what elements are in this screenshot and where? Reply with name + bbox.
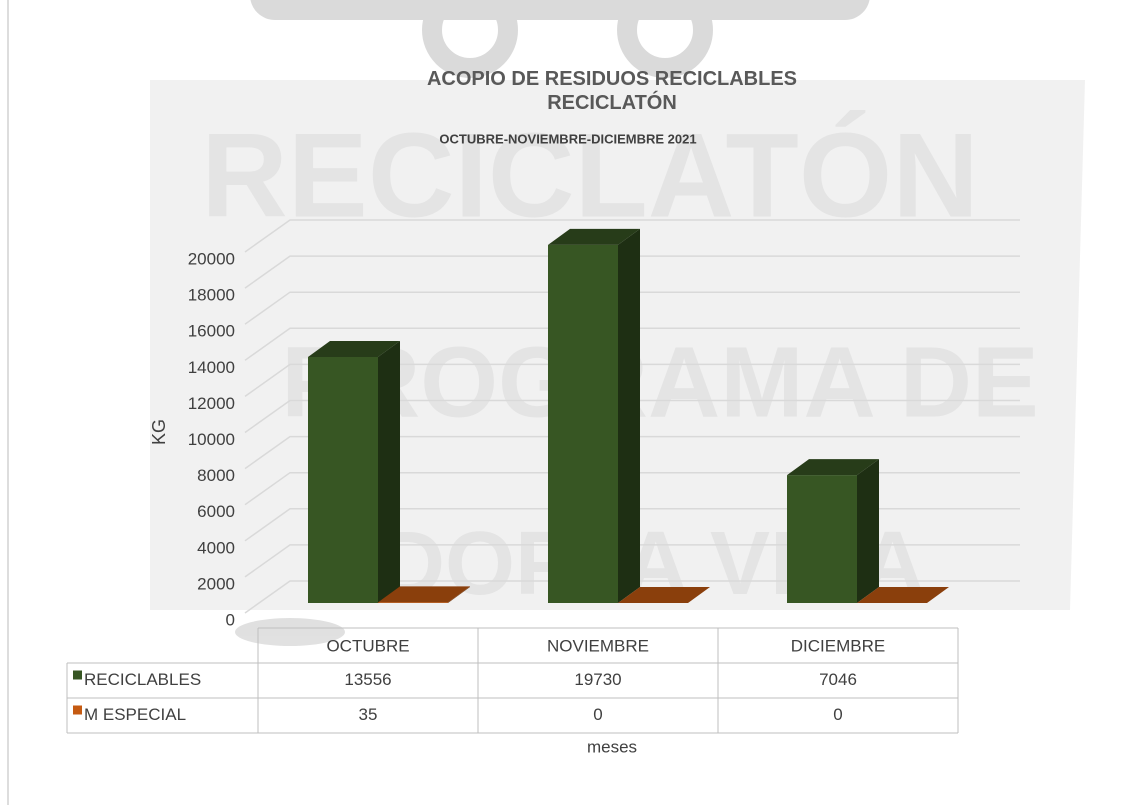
y-tick-label: 4000 [197, 538, 235, 557]
y-tick-label: 8000 [197, 466, 235, 485]
x-tick-label: DICIEMBRE [791, 636, 885, 655]
bar [378, 602, 448, 603]
y-tick-label: 6000 [197, 502, 235, 521]
watermark-shape [250, 0, 870, 20]
chart: RECICLATÓN PROGRAMA DE ADOPTA VIDA ACOPI… [0, 0, 1135, 805]
legend-swatch [73, 706, 82, 715]
y-tick-label: 14000 [188, 358, 235, 377]
y-tick-label: 10000 [188, 430, 235, 449]
bar [787, 475, 857, 603]
bar-side [618, 229, 640, 603]
y-tick-label: 16000 [188, 322, 235, 341]
legend-swatch [73, 671, 82, 680]
y-tick-label: 20000 [188, 249, 235, 268]
y-tick-label: 12000 [188, 394, 235, 413]
x-axis-label: meses [587, 737, 637, 756]
y-axis-label: KG [149, 419, 169, 445]
bar [308, 357, 378, 603]
table-value: 19730 [574, 670, 621, 689]
legend-label: RECICLABLES [84, 670, 201, 689]
bar-side [857, 459, 879, 603]
table-value: 0 [593, 705, 602, 724]
y-tick-label: 2000 [197, 574, 235, 593]
x-tick-label: OCTUBRE [326, 636, 409, 655]
bar-side [378, 341, 400, 603]
chart-subtitle: OCTUBRE-NOVIEMBRE-DICIEMBRE 2021 [439, 131, 696, 146]
table-value: 35 [359, 705, 378, 724]
y-tick-label: 0 [226, 610, 235, 629]
y-tick-label: 18000 [188, 286, 235, 305]
table-value: 7046 [819, 670, 857, 689]
legend-label: M ESPECIAL [84, 705, 186, 724]
watermark-text: RECICLATÓN [201, 109, 979, 243]
bar [548, 245, 618, 603]
table-value: 13556 [344, 670, 391, 689]
table-value: 0 [833, 705, 842, 724]
x-tick-label: NOVIEMBRE [547, 636, 649, 655]
